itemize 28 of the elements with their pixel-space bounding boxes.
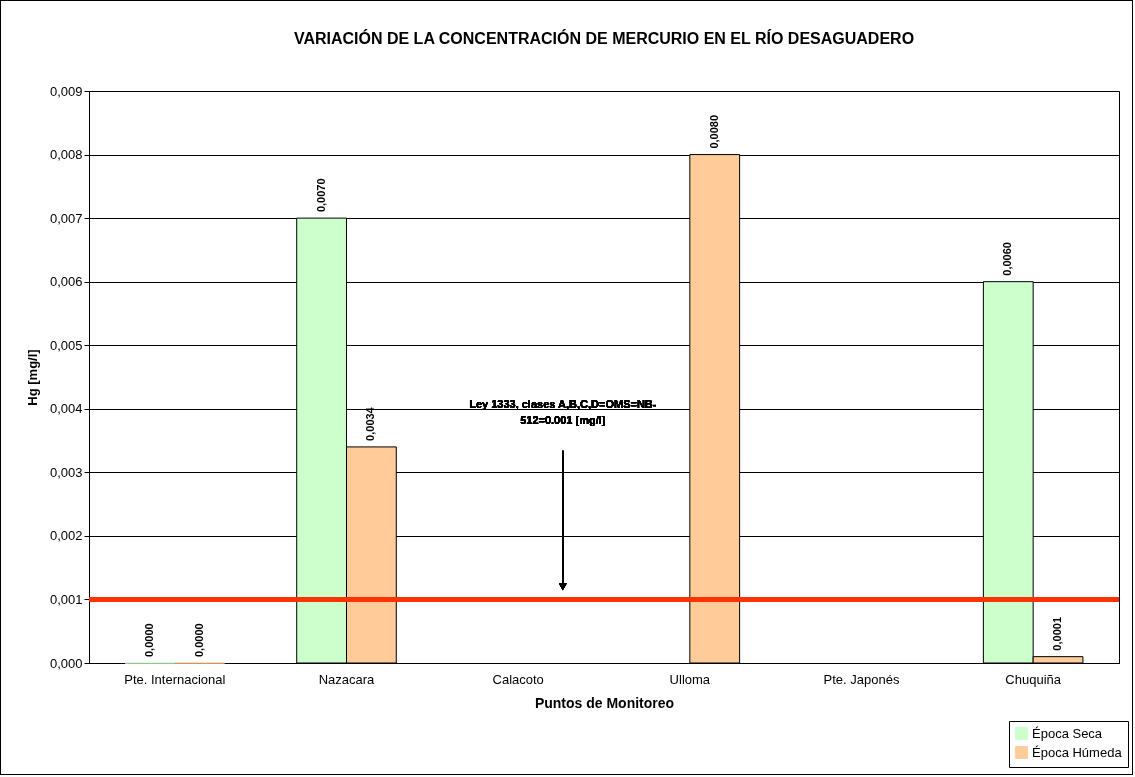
y-axis-title: Hg [mg/l] — [24, 349, 40, 406]
x-tick-label: Ulloma — [669, 671, 711, 687]
data-label: 0,0070 — [314, 178, 327, 213]
chart-title: VARIACIÓN DE LA CONCENTRACIÓN DE MERCURIO EN EL RÍO DESAGUADERO — [293, 29, 915, 47]
x-tick-label: Calacoto — [492, 671, 544, 687]
y-tick-label: 0,003 — [49, 464, 83, 480]
data-label: 0,0080 — [707, 114, 720, 149]
legend-label: Época Seca — [1032, 725, 1103, 741]
x-tick-label: Pte. Internacional — [124, 671, 226, 687]
data-label: 0,0000 — [142, 623, 155, 657]
y-tick-label: 0,002 — [49, 528, 83, 544]
y-tick-label: 0,000 — [49, 655, 83, 671]
y-tick-label: 0,005 — [49, 337, 83, 353]
y-tick-label: 0,004 — [49, 401, 83, 417]
data-label: 0,0000 — [192, 623, 205, 657]
y-tick-label: 0,007 — [49, 210, 83, 226]
x-axis-title: Puntos de Monitoreo — [534, 694, 675, 711]
y-tick-label: 0,009 — [49, 83, 83, 99]
annotation: Ley 1333, clases A,B,C,D=OMS=NB-512=0.001 [mg/l] — [469, 397, 657, 426]
x-tick-label: Chuquiña — [1005, 671, 1062, 687]
data-label: 0,0001 — [1051, 616, 1064, 651]
y-tick-label: 0,001 — [49, 591, 83, 607]
x-tick-label: Nazacara — [318, 671, 376, 687]
data-label: 0,0060 — [1001, 242, 1014, 276]
legend-label: Época Húmeda — [1032, 744, 1123, 760]
y-tick-label: 0,006 — [49, 274, 83, 290]
x-tick-label: Pte. Japonés — [823, 671, 900, 687]
y-tick-label: 0,008 — [49, 147, 83, 163]
